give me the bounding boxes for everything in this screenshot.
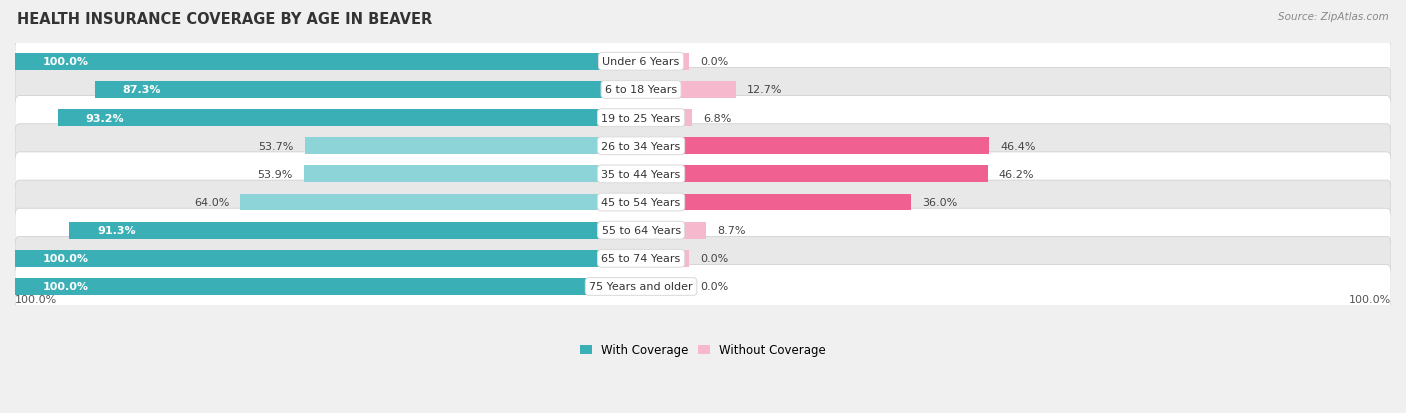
Text: 8.7%: 8.7% — [717, 225, 745, 236]
Legend: With Coverage, Without Coverage: With Coverage, Without Coverage — [579, 344, 827, 356]
Text: 87.3%: 87.3% — [122, 85, 160, 95]
FancyBboxPatch shape — [15, 180, 1391, 224]
Text: HEALTH INSURANCE COVERAGE BY AGE IN BEAVER: HEALTH INSURANCE COVERAGE BY AGE IN BEAV… — [17, 12, 432, 27]
Text: 45 to 54 Years: 45 to 54 Years — [602, 197, 681, 208]
Text: 12.7%: 12.7% — [748, 85, 783, 95]
Text: 100.0%: 100.0% — [15, 294, 58, 304]
Text: 75 Years and older: 75 Years and older — [589, 282, 693, 292]
Text: 100.0%: 100.0% — [42, 57, 89, 67]
Bar — [641, 250, 689, 267]
Text: 0.0%: 0.0% — [700, 282, 728, 292]
Text: Under 6 Years: Under 6 Years — [602, 57, 679, 67]
Text: 6.8%: 6.8% — [703, 113, 731, 123]
FancyBboxPatch shape — [15, 152, 1391, 196]
Bar — [15, 250, 641, 267]
FancyBboxPatch shape — [15, 209, 1391, 252]
Bar — [69, 222, 641, 239]
FancyBboxPatch shape — [15, 237, 1391, 280]
Text: 36.0%: 36.0% — [922, 197, 957, 208]
Bar — [641, 54, 689, 71]
Text: 35 to 44 Years: 35 to 44 Years — [602, 169, 681, 180]
Bar — [641, 82, 737, 99]
FancyBboxPatch shape — [15, 40, 1391, 84]
Bar — [240, 194, 641, 211]
Text: 93.2%: 93.2% — [86, 113, 124, 123]
Text: 0.0%: 0.0% — [700, 254, 728, 264]
Text: 100.0%: 100.0% — [42, 254, 89, 264]
Bar — [58, 110, 641, 127]
Bar — [641, 278, 689, 295]
Text: Source: ZipAtlas.com: Source: ZipAtlas.com — [1278, 12, 1389, 22]
Text: 100.0%: 100.0% — [1348, 294, 1391, 304]
Text: 65 to 74 Years: 65 to 74 Years — [602, 254, 681, 264]
Bar — [641, 166, 987, 183]
Bar — [94, 82, 641, 99]
Bar — [641, 194, 911, 211]
Bar — [641, 110, 692, 127]
Text: 0.0%: 0.0% — [700, 57, 728, 67]
Text: 55 to 64 Years: 55 to 64 Years — [602, 225, 681, 236]
Text: 26 to 34 Years: 26 to 34 Years — [602, 141, 681, 152]
Text: 53.7%: 53.7% — [259, 141, 294, 152]
Text: 6 to 18 Years: 6 to 18 Years — [605, 85, 678, 95]
Text: 46.4%: 46.4% — [1000, 141, 1036, 152]
Bar — [15, 54, 641, 71]
FancyBboxPatch shape — [15, 265, 1391, 309]
Bar — [15, 278, 641, 295]
Text: 64.0%: 64.0% — [194, 197, 229, 208]
Text: 100.0%: 100.0% — [42, 282, 89, 292]
FancyBboxPatch shape — [15, 96, 1391, 140]
FancyBboxPatch shape — [15, 124, 1391, 168]
Text: 91.3%: 91.3% — [97, 225, 135, 236]
Bar — [305, 138, 641, 155]
Bar — [641, 138, 988, 155]
FancyBboxPatch shape — [15, 68, 1391, 112]
Text: 53.9%: 53.9% — [257, 169, 292, 180]
Bar — [641, 222, 706, 239]
Bar — [304, 166, 641, 183]
Text: 19 to 25 Years: 19 to 25 Years — [602, 113, 681, 123]
Text: 46.2%: 46.2% — [998, 169, 1033, 180]
